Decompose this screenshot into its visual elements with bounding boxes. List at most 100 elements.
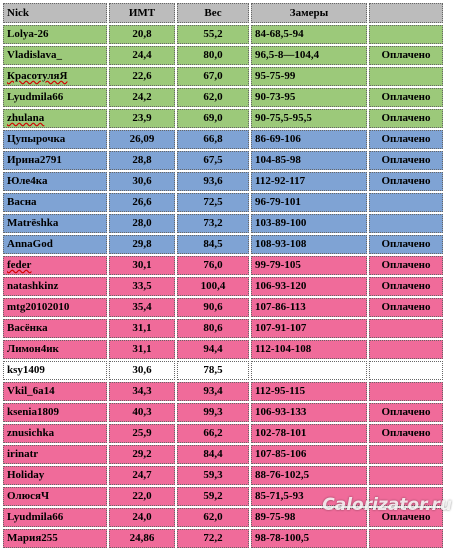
cell-measurements: 99-79-105 <box>251 256 367 275</box>
cell-weight: 62,0 <box>177 508 249 527</box>
cell-paid: Оплачено <box>369 109 443 128</box>
cell-bmi: 26,6 <box>109 193 175 212</box>
cell-paid: Оплачено <box>369 277 443 296</box>
cell-weight: 67,0 <box>177 67 249 86</box>
table-row: Vladislava_ 24,4 80,0 96,5-8—104,4 Оплачено <box>3 46 443 65</box>
cell-nick: Васна <box>3 193 107 212</box>
cell-weight: 72,5 <box>177 193 249 212</box>
cell-bmi: 29,8 <box>109 235 175 254</box>
cell-paid: Оплачено <box>369 235 443 254</box>
cell-paid: Оплачено <box>369 256 443 275</box>
table-row: Lyudmila66 24,0 62,0 89-75-98 Оплачено <box>3 508 443 527</box>
table-row: ksenia1809 40,3 99,3 106-93-133 Оплачено <box>3 403 443 422</box>
participants-table: Nick ИМТ Вес Замеры Lolya-26 20,8 55,2 84-6… <box>1 1 445 550</box>
table-row: mtg20102010 35,4 90,6 107-86-113 Оплачено <box>3 298 443 317</box>
cell-nick: ОлюсяЧ <box>3 487 107 506</box>
table-row: natashkinz 33,5 100,4 106-93-120 Оплачено <box>3 277 443 296</box>
cell-paid <box>369 67 443 86</box>
cell-weight: 59,2 <box>177 487 249 506</box>
cell-measurements <box>251 361 367 380</box>
cell-weight: 62,0 <box>177 88 249 107</box>
cell-nick: Matrёshka <box>3 214 107 233</box>
cell-measurements: 108-93-108 <box>251 235 367 254</box>
cell-bmi: 22,0 <box>109 487 175 506</box>
cell-nick: КрасотуляЯ <box>3 67 107 86</box>
cell-nick: Лимон4ик <box>3 340 107 359</box>
table-row: Васёнка 31,1 80,6 107-91-107 <box>3 319 443 338</box>
cell-weight: 99,3 <box>177 403 249 422</box>
header-bmi: ИМТ <box>109 3 175 23</box>
cell-nick: Holiday <box>3 466 107 485</box>
cell-weight: 69,0 <box>177 109 249 128</box>
cell-bmi: 28,0 <box>109 214 175 233</box>
cell-bmi: 26,09 <box>109 130 175 149</box>
cell-measurements: 107-91-107 <box>251 319 367 338</box>
cell-bmi: 30,6 <box>109 172 175 191</box>
cell-measurements: 107-86-113 <box>251 298 367 317</box>
cell-measurements: 112-95-115 <box>251 382 367 401</box>
cell-bmi: 24,86 <box>109 529 175 548</box>
cell-paid <box>369 445 443 464</box>
cell-paid <box>369 487 443 506</box>
cell-paid <box>369 214 443 233</box>
cell-bmi: 20,8 <box>109 25 175 44</box>
cell-measurements: 90-75,5-95,5 <box>251 109 367 128</box>
cell-nick: Lolya-26 <box>3 25 107 44</box>
table-row: Lyudmila66 24,2 62,0 90-73-95 Оплачено <box>3 88 443 107</box>
header-paid <box>369 3 443 23</box>
cell-paid <box>369 340 443 359</box>
spellcheck-underlined-nick: zhulana <box>7 112 45 124</box>
cell-weight: 55,2 <box>177 25 249 44</box>
cell-measurements: 112-92-117 <box>251 172 367 191</box>
cell-measurements: 96-79-101 <box>251 193 367 212</box>
cell-paid: Оплачено <box>369 424 443 443</box>
table-row: ОлюсяЧ 22,0 59,2 85-71,5-93 <box>3 487 443 506</box>
cell-weight: 72,2 <box>177 529 249 548</box>
cell-paid <box>369 382 443 401</box>
cell-nick: natashkinz <box>3 277 107 296</box>
cell-nick: Васёнка <box>3 319 107 338</box>
spellcheck-underlined-nick: feder <box>7 259 32 271</box>
cell-weight: 84,4 <box>177 445 249 464</box>
cell-paid: Оплачено <box>369 172 443 191</box>
cell-bmi: 24,7 <box>109 466 175 485</box>
cell-weight: 66,2 <box>177 424 249 443</box>
table-row: Мария255 24,86 72,2 98-78-100,5 <box>3 529 443 548</box>
cell-weight: 90,6 <box>177 298 249 317</box>
cell-measurements: 106-93-133 <box>251 403 367 422</box>
cell-measurements: 90-73-95 <box>251 88 367 107</box>
cell-measurements: 86-69-106 <box>251 130 367 149</box>
cell-weight: 66,8 <box>177 130 249 149</box>
header-weight: Вес <box>177 3 249 23</box>
cell-nick: Ирина2791 <box>3 151 107 170</box>
cell-bmi: 24,2 <box>109 88 175 107</box>
cell-bmi: 40,3 <box>109 403 175 422</box>
table-row: zhulana 23,9 69,0 90-75,5-95,5 Оплачено <box>3 109 443 128</box>
table-row: Lolya-26 20,8 55,2 84-68,5-94 <box>3 25 443 44</box>
table-row: Лимон4ик 31,1 94,4 112-104-108 <box>3 340 443 359</box>
cell-weight: 84,5 <box>177 235 249 254</box>
cell-bmi: 23,9 <box>109 109 175 128</box>
cell-bmi: 35,4 <box>109 298 175 317</box>
cell-nick: zhulana <box>3 109 107 128</box>
cell-bmi: 22,6 <box>109 67 175 86</box>
cell-weight: 80,6 <box>177 319 249 338</box>
header-nick: Nick <box>3 3 107 23</box>
cell-measurements: 103-89-100 <box>251 214 367 233</box>
cell-paid <box>369 319 443 338</box>
cell-bmi: 24,0 <box>109 508 175 527</box>
cell-nick: Vladislava_ <box>3 46 107 65</box>
cell-paid: Оплачено <box>369 88 443 107</box>
cell-weight: 93,6 <box>177 172 249 191</box>
cell-bmi: 29,2 <box>109 445 175 464</box>
cell-measurements: 89-75-98 <box>251 508 367 527</box>
cell-nick: Цупырочка <box>3 130 107 149</box>
table-row: irinatr 29,2 84,4 107-85-106 <box>3 445 443 464</box>
cell-nick: AnnaGod <box>3 235 107 254</box>
cell-nick: irinatr <box>3 445 107 464</box>
cell-paid: Оплачено <box>369 46 443 65</box>
cell-measurements: 98-78-100,5 <box>251 529 367 548</box>
cell-measurements: 106-93-120 <box>251 277 367 296</box>
cell-weight: 94,4 <box>177 340 249 359</box>
cell-bmi: 31,1 <box>109 319 175 338</box>
